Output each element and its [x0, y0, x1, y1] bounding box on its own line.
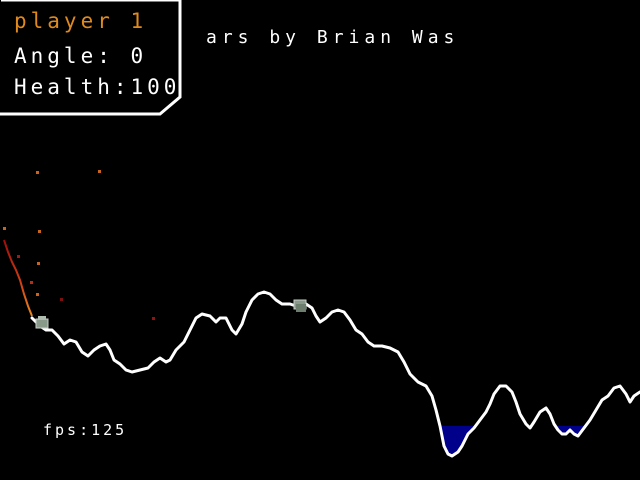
terrain-line — [30, 290, 640, 458]
water-pool-1 — [440, 426, 474, 456]
health-label: Health: — [14, 75, 131, 99]
health-readout: Health:100 — [14, 77, 180, 98]
fps-label: fps: — [43, 421, 92, 439]
tank-player-2[interactable] — [293, 299, 307, 312]
fps-counter: fps:125 — [43, 423, 127, 438]
credits-scroller: ars by Brian Was — [206, 27, 460, 48]
health-value: 100 — [130, 75, 181, 99]
shot-trail — [3, 239, 33, 317]
player-name: player 1 — [14, 9, 148, 33]
angle-label: Angle: — [14, 44, 114, 68]
explosion-particles — [3, 170, 155, 320]
hud-border — [0, 0, 182, 116]
player-status-panel: player 1 Angle: 0 Health:100 — [0, 0, 182, 116]
tank-player-1[interactable] — [35, 316, 49, 329]
angle-value: 0 — [130, 44, 148, 68]
fps-value: 125 — [91, 421, 128, 439]
angle-readout: Angle: 0 — [14, 46, 147, 67]
